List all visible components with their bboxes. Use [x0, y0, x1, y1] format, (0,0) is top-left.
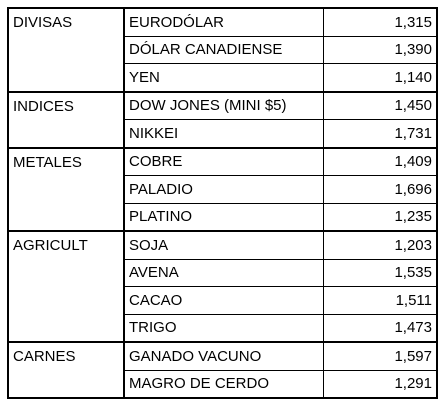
table-row: PLATINO 1,235 — [8, 202, 438, 232]
instrument-name: EURODÓLAR — [123, 7, 324, 37]
table-row: TRIGO 1,473 — [8, 313, 438, 343]
group-label: METALES — [7, 146, 125, 232]
instrument-name: DÓLAR CANADIENSE — [123, 35, 324, 64]
instrument-value: 1,731 — [323, 119, 438, 149]
group-label: AGRICULT — [7, 230, 125, 343]
instrument-name: AVENA — [123, 258, 324, 287]
instrument-name: COBRE — [123, 146, 324, 176]
table-row: PALADIO 1,696 — [8, 175, 438, 204]
table-row: NIKKEI 1,731 — [8, 119, 438, 149]
instrument-value: 1,696 — [323, 175, 438, 204]
table-row: AGRICULT SOJA 1,203 — [7, 230, 438, 343]
instrument-name: SOJA — [123, 230, 324, 260]
table-row: METALES COBRE 1,409 — [7, 146, 438, 232]
instrument-name: CACAO — [123, 286, 324, 315]
instrument-value: 1,203 — [323, 230, 438, 260]
instrument-name: TRIGO — [123, 313, 324, 343]
group-label: CARNES — [7, 341, 125, 399]
table-row: AVENA 1,535 — [8, 258, 438, 287]
table-row: DIVISAS EURODÓLAR 1,315 — [7, 7, 438, 93]
group-label: DIVISAS — [7, 7, 125, 93]
table-row: DÓLAR CANADIENSE 1,390 — [8, 35, 438, 64]
instrument-value: 1,473 — [323, 313, 438, 343]
table-row: INDICES DOW JONES (MINI $5) 1,450 — [7, 90, 438, 149]
table-row: YEN 1,140 — [8, 63, 438, 93]
instrument-value: 1,140 — [323, 63, 438, 93]
instrument-value: 1,511 — [323, 286, 438, 315]
table-row: CACAO 1,511 — [8, 286, 438, 315]
instrument-name: DOW JONES (MINI $5) — [123, 90, 324, 120]
instrument-value: 1,235 — [323, 202, 438, 232]
instrument-name: PALADIO — [123, 175, 324, 204]
instrument-value: 1,597 — [323, 341, 438, 371]
instrument-value: 1,315 — [323, 7, 438, 37]
instrument-name: NIKKEI — [123, 119, 324, 149]
instrument-value: 1,535 — [323, 258, 438, 287]
table-row: MAGRO DE CERDO 1,291 — [8, 369, 438, 399]
group-label: INDICES — [7, 90, 125, 149]
table-row: CARNES GANADO VACUNO 1,597 — [7, 341, 438, 399]
table-body: DIVISAS EURODÓLAR 1,315 DÓLAR CANADIENSE 1,3… — [7, 7, 438, 399]
futures-table: DIVISAS EURODÓLAR 1,315 DÓLAR CANADIENSE 1,3… — [7, 7, 438, 399]
instrument-value: 1,409 — [323, 146, 438, 176]
instrument-value: 1,291 — [323, 369, 438, 399]
instrument-name: GANADO VACUNO — [123, 341, 324, 371]
instrument-value: 1,450 — [323, 90, 438, 120]
instrument-name: YEN — [123, 63, 324, 93]
instrument-name: MAGRO DE CERDO — [123, 369, 324, 399]
instrument-name: PLATINO — [123, 202, 324, 232]
instrument-value: 1,390 — [323, 35, 438, 64]
